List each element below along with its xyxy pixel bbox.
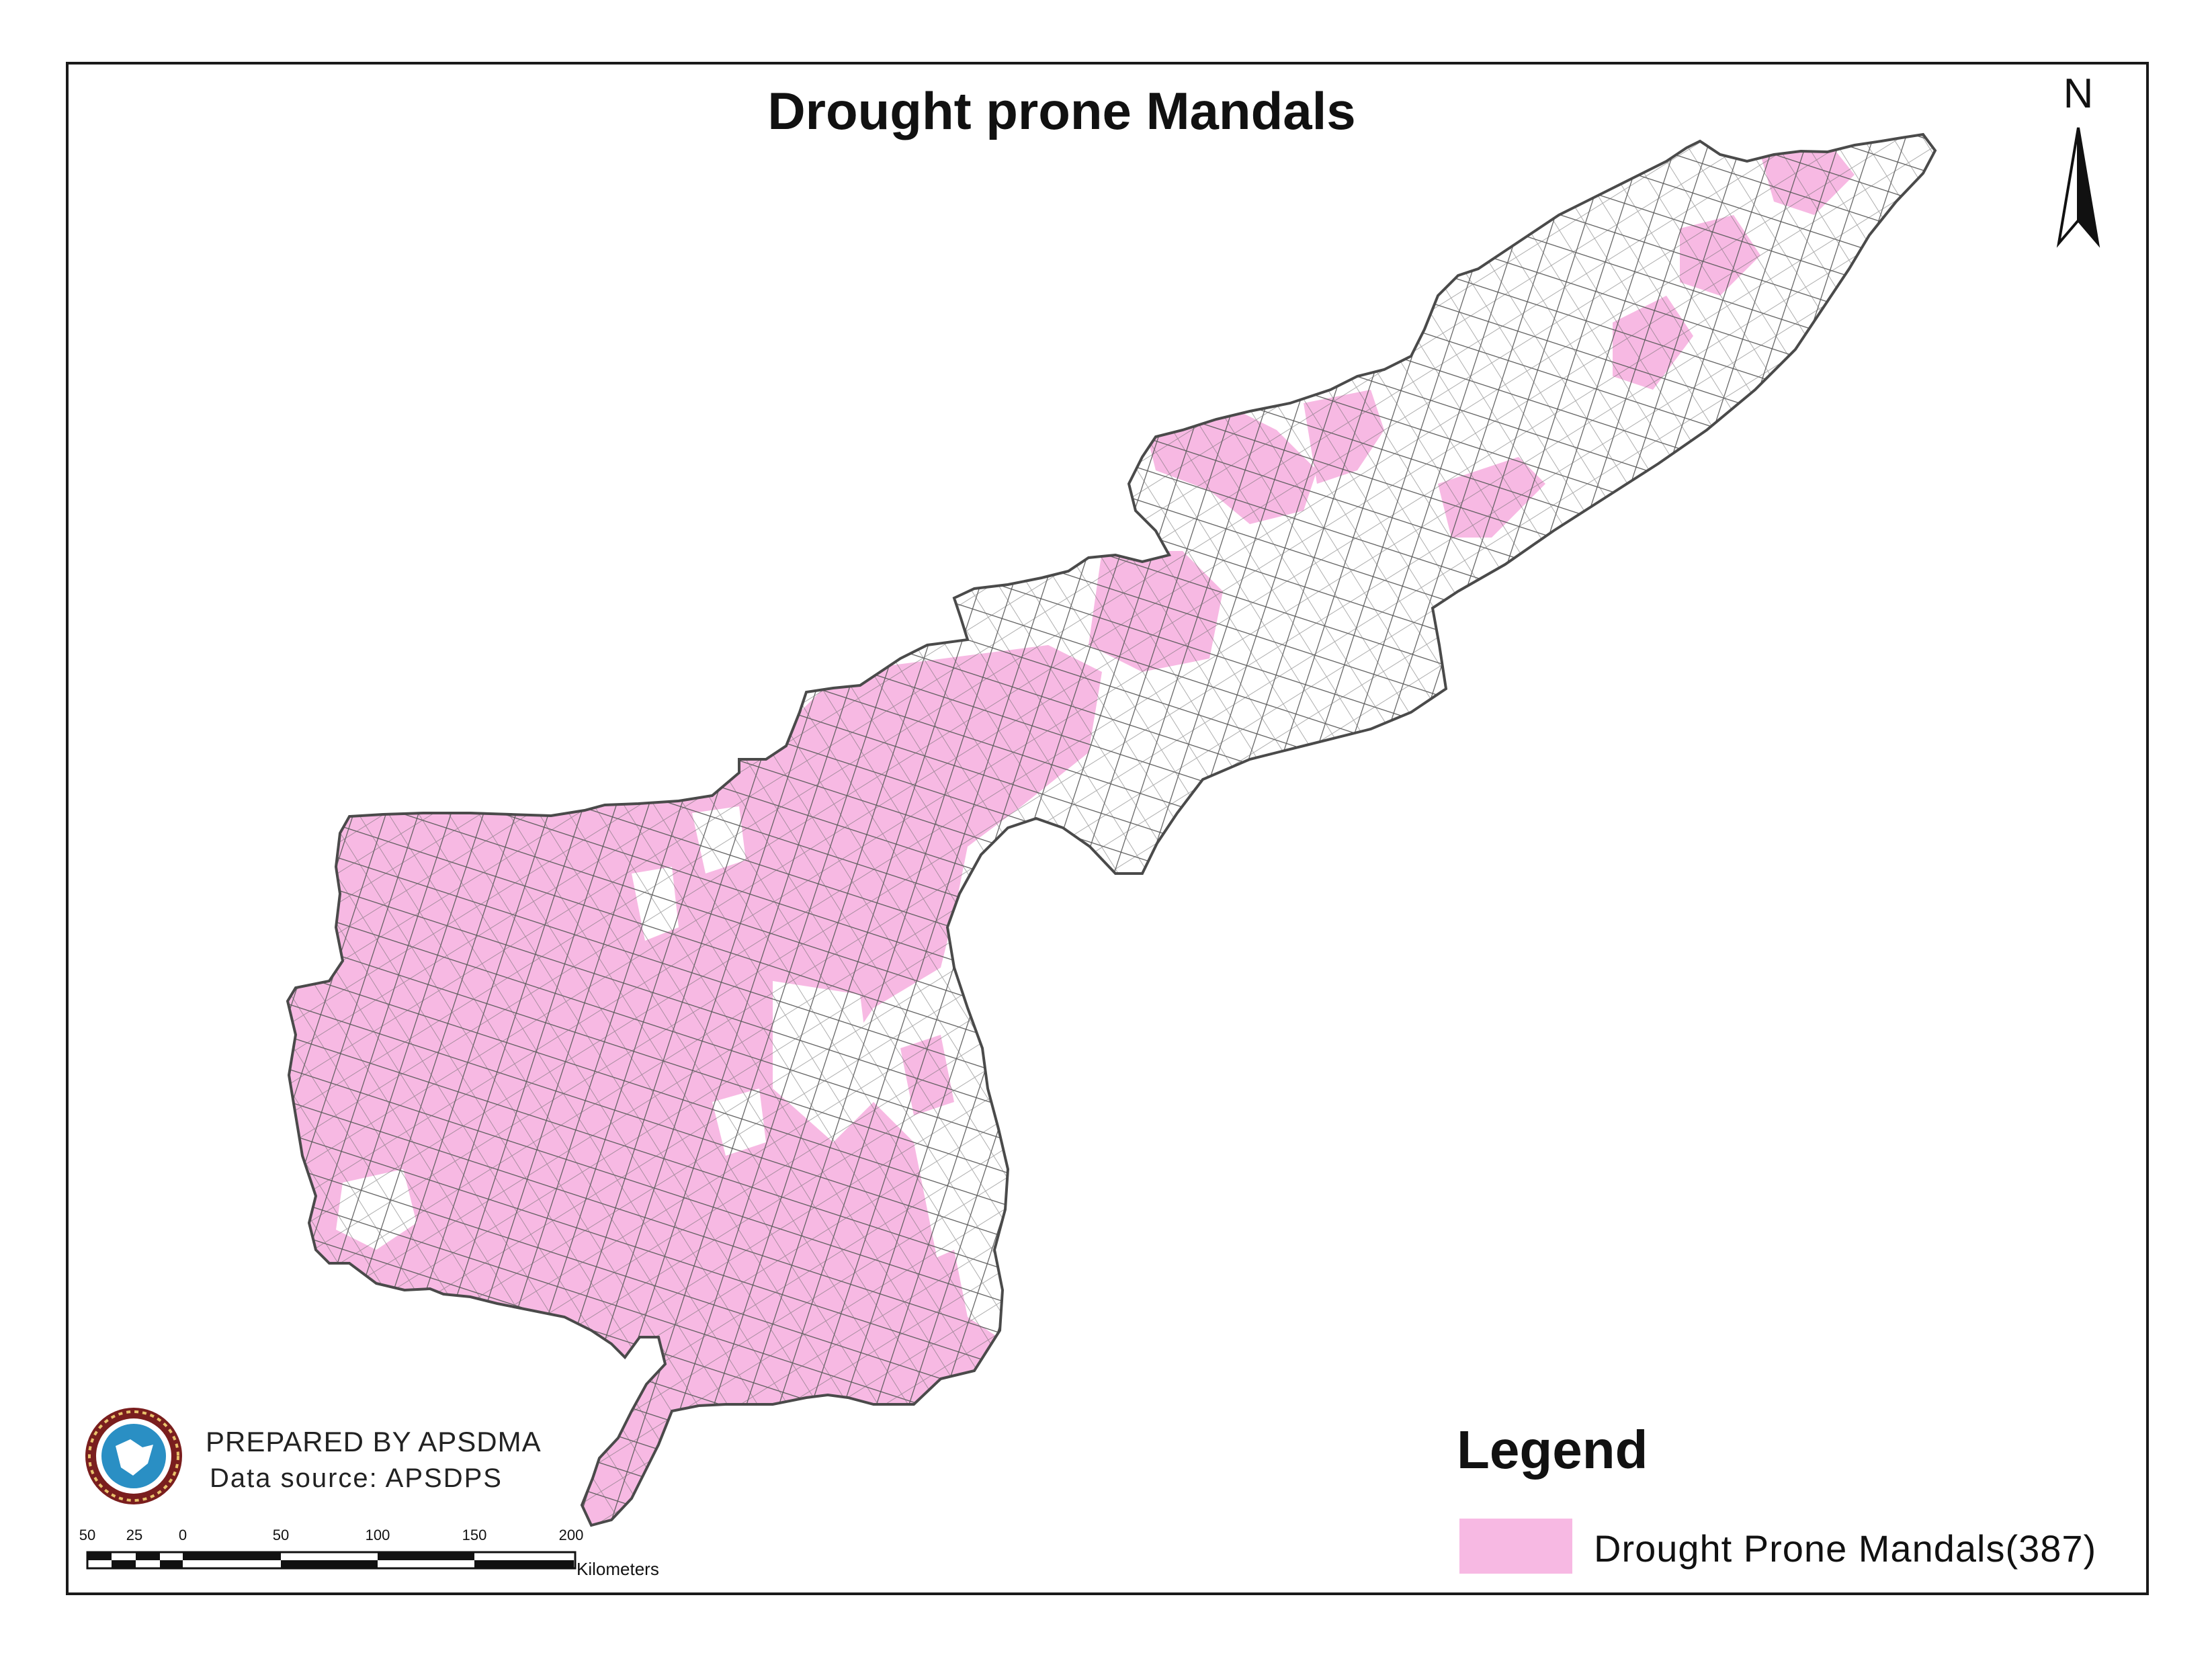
scale-tick: 100 — [365, 1527, 390, 1543]
data-source-text: Data source: APSDPS — [210, 1463, 503, 1493]
map-title: Drought prone Mandals — [767, 81, 1356, 140]
scale-tick: 25 — [126, 1527, 143, 1543]
scale-tick: 50 — [79, 1527, 96, 1543]
legend-label-drought: Drought Prone Mandals(387) — [1594, 1527, 2097, 1570]
apsdma-logo — [85, 1408, 182, 1504]
scale-tick: 150 — [462, 1527, 487, 1543]
scale-bar: 50 25 0 50 100 150 200 Kilometers — [74, 1527, 692, 1580]
legend-title: Legend — [1457, 1420, 1648, 1480]
north-arrow-icon — [2056, 127, 2100, 248]
legend-swatch-drought — [1459, 1519, 1572, 1574]
scale-unit-label: Kilometers — [577, 1559, 659, 1579]
prepared-by-text: PREPARED BY APSDMA — [206, 1426, 542, 1457]
scale-tick: 50 — [272, 1527, 290, 1543]
north-arrow-label: N — [2063, 71, 2094, 117]
scale-tick: 0 — [178, 1527, 187, 1543]
scale-tick: 200 — [558, 1527, 584, 1543]
north-arrow: N — [2035, 70, 2122, 258]
scale-bar-graphic — [86, 1551, 577, 1570]
